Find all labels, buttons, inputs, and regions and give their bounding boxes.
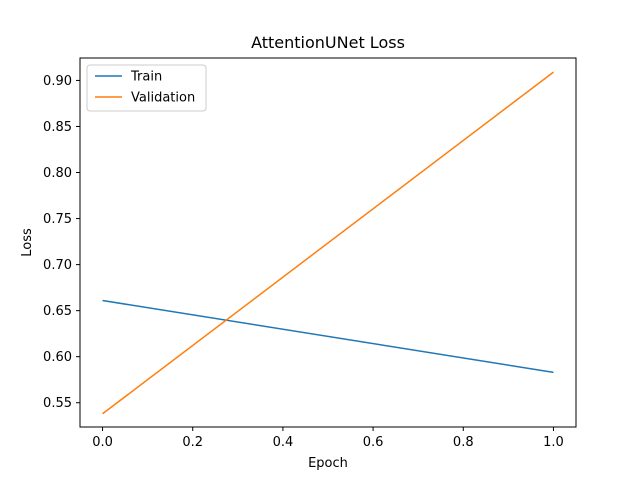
y-tick-label: 0.70 [43,258,72,273]
legend-label-validation: Validation [131,91,195,106]
chart-title: AttentionUNet Loss [251,33,405,52]
x-tick-label: 1.0 [543,435,564,450]
series-line-train [102,299,554,374]
legend: Train Validation [86,64,207,112]
y-tick-label: 0.85 [43,120,72,135]
x-tick-label: 0.2 [182,435,203,450]
y-tick-label: 0.60 [43,350,72,365]
plot-area [79,57,577,428]
series-group [102,71,554,415]
x-axis: 0.0 0.2 0.4 0.6 0.8 1.0 [92,427,564,450]
y-tick-label: 0.75 [43,212,72,227]
y-axis-label: Loss [20,228,35,257]
y-axis: 0.55 0.60 0.65 0.70 0.75 0.80 0.85 0.90 [43,74,80,411]
x-tick-label: 0.8 [453,435,474,450]
y-tick-label: 0.55 [43,396,72,411]
series-line-validation [102,71,554,415]
x-tick-label: 0.6 [363,435,384,450]
y-tick-label: 0.65 [43,304,72,319]
legend-label-train: Train [130,70,162,85]
x-axis-label: Epoch [308,456,348,471]
x-tick-label: 0.4 [273,435,294,450]
x-tick-label: 0.0 [92,435,113,450]
y-tick-label: 0.80 [43,166,72,181]
y-tick-label: 0.90 [43,74,72,89]
